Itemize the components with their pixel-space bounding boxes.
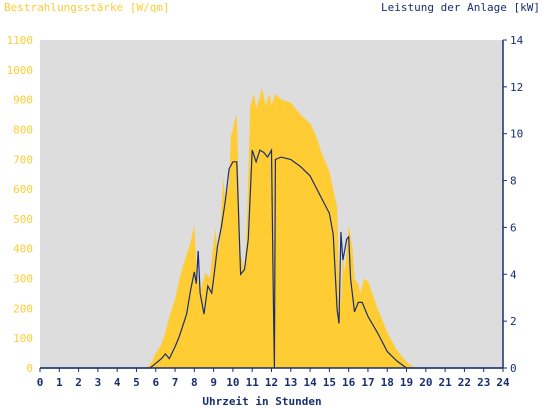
left-tick-label: 700 [13, 153, 33, 166]
right-tick-label: 8 [510, 175, 517, 188]
left-tick-label: 200 [13, 302, 33, 315]
left-tick-label: 300 [13, 273, 33, 286]
left-tick-label: 500 [13, 213, 33, 226]
x-tick-label: 20 [419, 376, 432, 389]
left-tick-label: 1000 [7, 64, 34, 77]
irradiance-area-layer [40, 87, 503, 368]
left-tick-label: 600 [13, 183, 33, 196]
right-tick-label: 14 [510, 34, 524, 47]
left-tick-label: 400 [13, 243, 33, 256]
left-axis-title: Bestrahlungsstärke [W/qm] [4, 1, 170, 14]
right-tick-label: 0 [510, 362, 517, 375]
x-tick-label: 13 [284, 376, 297, 389]
left-tick-label: 1100 [7, 34, 34, 47]
x-tick-label: 21 [439, 376, 453, 389]
x-tick-label: 5 [133, 376, 140, 389]
right-tick-labels: 0 2 4 6 8 10 12 14 [503, 34, 524, 375]
left-tick-label: 900 [13, 94, 33, 107]
right-tick-label: 12 [510, 81, 523, 94]
x-tick-label: 16 [342, 376, 356, 389]
x-tick-label: 12 [265, 376, 278, 389]
x-tick-label: 9 [210, 376, 217, 389]
x-tick-label: 4 [114, 376, 121, 389]
left-tick-label: 100 [13, 332, 33, 345]
x-tick-label: 24 [496, 376, 510, 389]
x-tick-label: 14 [303, 376, 317, 389]
left-tick-label: 800 [13, 123, 33, 136]
right-tick-label: 6 [510, 221, 517, 234]
x-tick-label: 1 [56, 376, 63, 389]
right-tick-label: 4 [510, 268, 517, 281]
x-tick-label: 3 [95, 376, 102, 389]
power-line [40, 147, 503, 369]
x-tick-label: 15 [323, 376, 336, 389]
x-tick-label: 17 [361, 376, 374, 389]
x-axis-label: Uhrzeit in Stunden [202, 395, 321, 408]
x-tick-label: 18 [381, 376, 394, 389]
irradiance-area [40, 87, 503, 368]
x-tick-labels: 0 1 2 3 4 5 6 7 8 9 10 11 12 13 14 15 16 17 18 19 20 21 22 23 24 [37, 368, 510, 389]
right-axis-title: Leistung der Anlage [kW] [381, 1, 540, 14]
x-tick-label: 22 [458, 376, 471, 389]
x-tick-label: 19 [400, 376, 413, 389]
x-tick-label: 2 [75, 376, 82, 389]
x-tick-label: 6 [152, 376, 159, 389]
x-tick-label: 7 [172, 376, 179, 389]
x-tick-label: 10 [226, 376, 239, 389]
left-tick-label: 0 [26, 362, 33, 375]
right-tick-label: 10 [510, 128, 523, 141]
x-tick-label: 23 [477, 376, 490, 389]
power-line-layer [40, 147, 503, 369]
left-tick-labels: 0 100 200 300 400 500 600 700 800 900 1000 1100 [7, 34, 34, 375]
x-tick-label: 0 [37, 376, 44, 389]
x-tick-label: 11 [246, 376, 260, 389]
right-tick-label: 2 [510, 315, 517, 328]
x-tick-label: 8 [191, 376, 198, 389]
